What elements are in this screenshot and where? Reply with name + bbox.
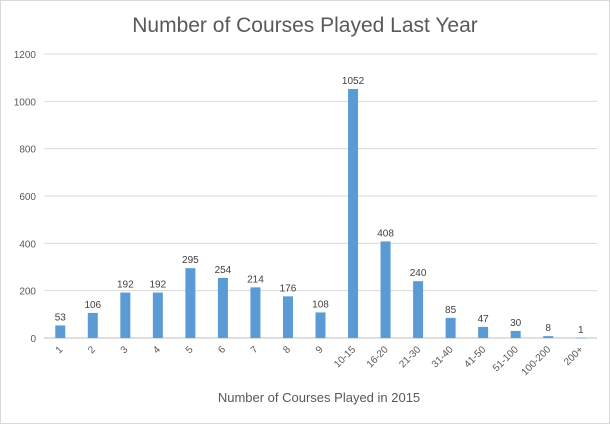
- x-tick-label: 2: [86, 344, 98, 356]
- x-tick-label: 200+: [562, 344, 586, 368]
- data-label: 30: [510, 318, 522, 329]
- bar: [152, 292, 163, 338]
- bar: [543, 336, 554, 338]
- x-tick-label: 31-40: [430, 344, 456, 370]
- y-tick-label: 0: [30, 334, 36, 345]
- bar: [250, 287, 261, 338]
- x-tick-label: 4: [151, 344, 163, 356]
- gridlines: [44, 53, 597, 339]
- chart-title: Number of Courses Played Last Year: [132, 14, 478, 37]
- data-label: 8: [545, 323, 551, 334]
- data-label: 1052: [342, 76, 365, 87]
- bar: [217, 277, 228, 338]
- data-label: 408: [377, 228, 394, 239]
- data-labels: 53 106 192 192 295 254 214 176 108 1052 408 240 85 47…: [55, 76, 584, 336]
- y-tick-label: 1200: [14, 50, 37, 61]
- bar: [510, 330, 521, 338]
- data-label: 47: [478, 314, 490, 325]
- bar: [348, 89, 359, 338]
- bar: [185, 268, 196, 338]
- bar: [575, 337, 586, 339]
- data-label: 295: [182, 255, 199, 266]
- x-axis-title: Number of Courses Played in 2015: [218, 390, 420, 405]
- data-label: 192: [117, 280, 134, 291]
- y-tick-label: 400: [19, 239, 36, 250]
- data-label: 108: [312, 299, 329, 310]
- x-tick-label: 9: [314, 344, 326, 356]
- bar: [413, 281, 424, 338]
- bar: [55, 325, 66, 338]
- bar: [380, 241, 391, 338]
- data-label: 214: [247, 274, 264, 285]
- data-label: 85: [445, 305, 457, 316]
- x-tick-label: 6: [216, 344, 228, 356]
- x-tick-label: 5: [184, 344, 196, 356]
- data-label: 106: [84, 300, 101, 311]
- x-tick-label: 16-20: [365, 344, 391, 370]
- y-axis-ticks: 0 200 400 600 800 1000 1200: [14, 50, 37, 345]
- x-tick-label: 21-30: [397, 344, 423, 370]
- x-tick-label: 41-50: [462, 344, 488, 370]
- data-label: 53: [55, 312, 67, 323]
- x-tick-label: 100-200: [520, 344, 554, 378]
- data-label: 240: [410, 268, 427, 279]
- bar: [282, 296, 293, 338]
- x-tick-label: 10-15: [332, 344, 358, 370]
- y-tick-label: 1000: [14, 97, 37, 108]
- data-label: 192: [150, 280, 167, 291]
- x-tick-label: 1: [54, 344, 66, 356]
- bar: [445, 317, 456, 338]
- bar: [120, 292, 131, 338]
- data-label: 254: [215, 265, 232, 276]
- bar: [315, 312, 326, 338]
- x-axis-ticks: 1 2 3 4 5 6 7 8 9 10-15 16-20 21-30 31-40 41-50 51-100…: [54, 344, 586, 378]
- x-tick-label: 8: [281, 344, 293, 356]
- x-tick-label: 51-100: [491, 344, 521, 374]
- bars: [55, 89, 586, 339]
- y-tick-label: 600: [19, 192, 36, 203]
- y-tick-label: 200: [19, 287, 36, 298]
- data-label: 1: [578, 325, 584, 336]
- x-tick-label: 7: [249, 344, 261, 356]
- y-tick-label: 800: [19, 145, 36, 156]
- data-label: 176: [280, 283, 297, 294]
- bar: [478, 326, 489, 338]
- bar: [87, 312, 98, 338]
- x-tick-label: 3: [119, 344, 131, 356]
